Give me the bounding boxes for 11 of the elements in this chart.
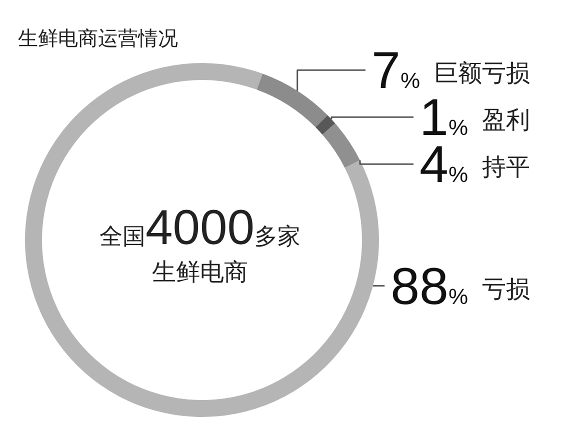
slice-label: 巨额亏损 (434, 60, 530, 88)
text: 生鲜电商 (152, 259, 248, 286)
chart-title: 生鲜电商运营情况 (18, 28, 178, 50)
donut-slice (322, 123, 360, 168)
slice-label: 盈利 (482, 107, 530, 134)
slice-label: 亏损 (482, 276, 530, 303)
text: 全国4000多家 (99, 201, 301, 255)
donut-slice (256, 74, 328, 128)
slice-label: 持平 (482, 154, 530, 182)
data-label: 7% (372, 42, 420, 100)
data-label: 88% (390, 258, 468, 316)
